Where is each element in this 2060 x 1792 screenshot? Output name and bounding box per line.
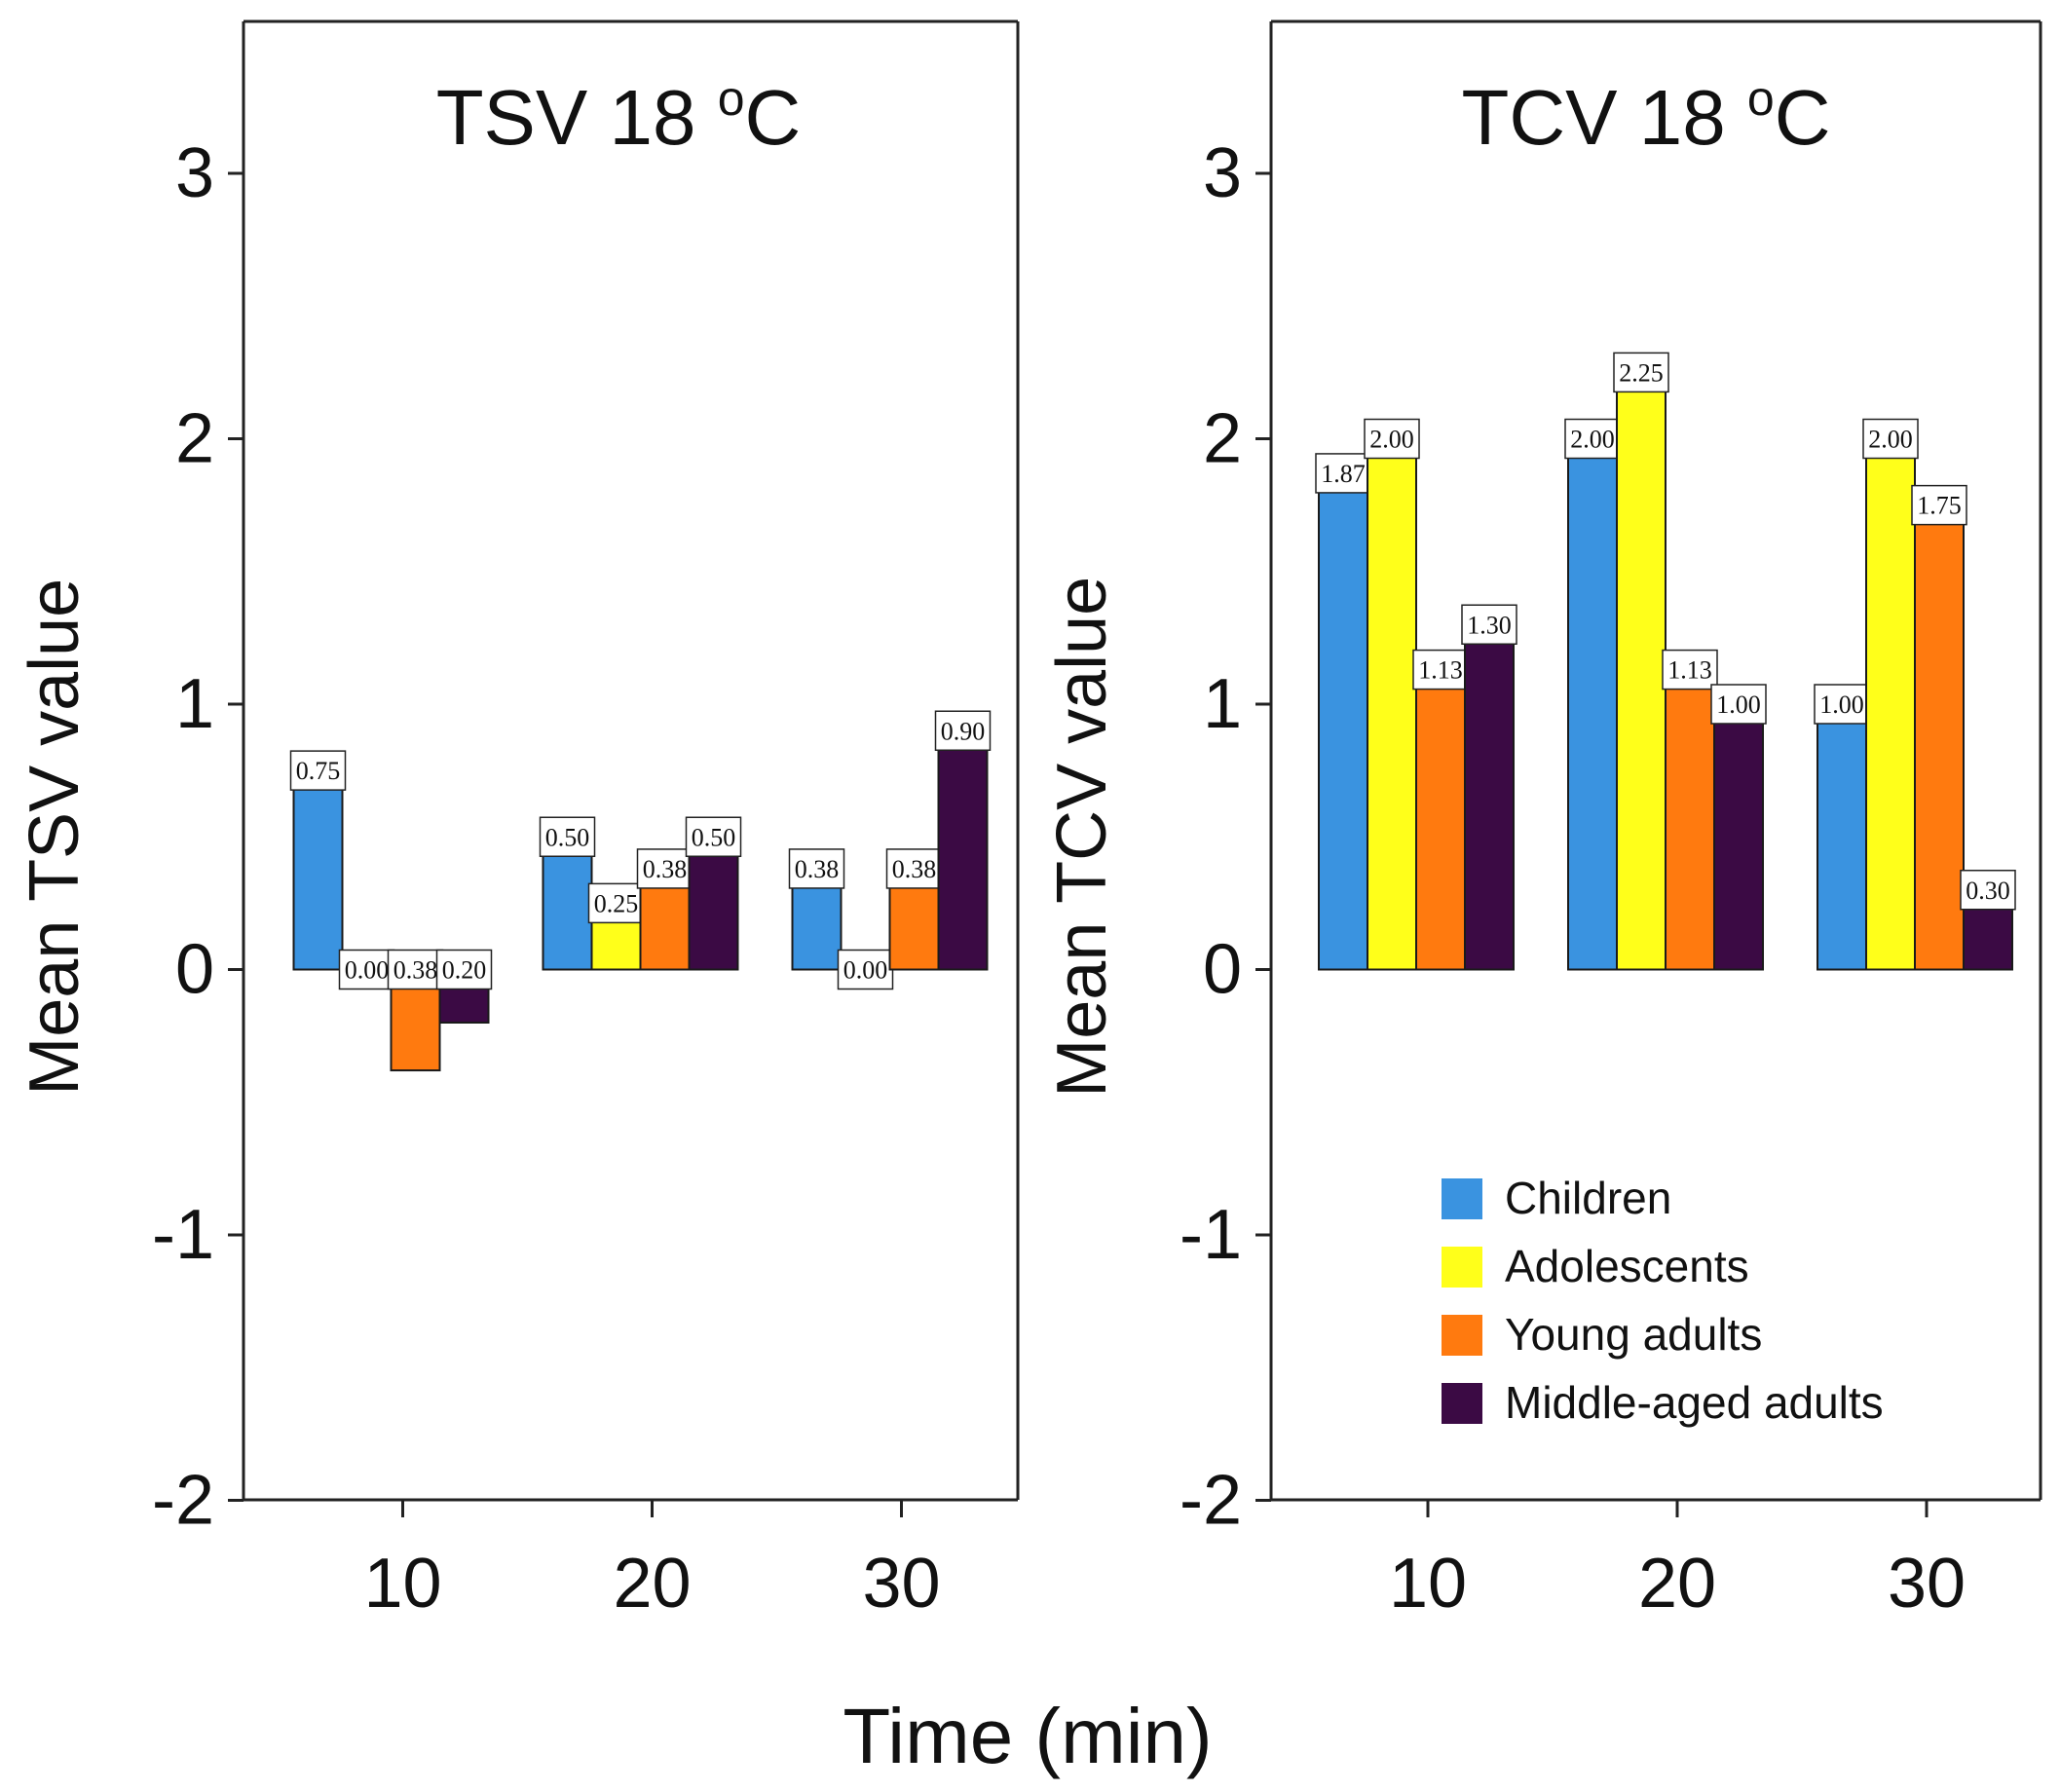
tsv-x-tick-label: 30	[862, 1545, 940, 1623]
tcv-data-label: 0.30	[1966, 877, 2010, 905]
tsv-y-axis-title: Mean TSV value	[16, 579, 94, 1096]
tsv-data-label-box	[289, 750, 347, 791]
legend-label: Young adults	[1505, 1309, 1762, 1360]
tcv-title: TCV 18 oC	[1461, 71, 1830, 161]
tcv-data-label: 1.87	[1321, 460, 1366, 488]
tcv-data-label: 1.75	[1917, 492, 1962, 520]
legend: Children Adolescents Young adults Middle-ag…	[1442, 1173, 1884, 1428]
tsv-data-label: 0.50	[692, 823, 736, 851]
tcv-data-label-box	[1710, 684, 1767, 725]
tsv-data-label: 0.20	[442, 956, 487, 985]
tcv-y-tick-label: 1	[1203, 665, 1242, 743]
tsv-panel: TSV 18 oC -2 -1 0 1 2 3 Mean TSV value 10 0.75 0.0…	[16, 19, 1020, 1623]
tcv-y-tick-label: -2	[1180, 1462, 1242, 1540]
tsv-data-label-box	[837, 949, 894, 990]
tcv-data-label: 2.00	[1570, 426, 1615, 454]
tcv-bar	[1367, 437, 1417, 971]
tsv-y-tick-label: 0	[175, 931, 214, 1009]
tsv-data-label: 0.25	[594, 889, 639, 917]
tcv-data-label: 1.00	[1716, 691, 1761, 719]
tcv-bar	[1713, 703, 1764, 971]
tcv-data-label-box	[1564, 418, 1621, 460]
legend-swatch	[1442, 1383, 1482, 1424]
tcv-data-label-box	[1315, 453, 1371, 494]
tcv-bar	[1817, 703, 1867, 971]
tsv-title: TSV 18 oC	[436, 71, 802, 161]
tsv-data-label: 0.38	[892, 855, 937, 883]
tsv-data-label-box	[435, 949, 493, 990]
tcv-data-label: 2.00	[1868, 426, 1913, 454]
tsv-data-label: 0.00	[345, 956, 390, 985]
tsv-data-label-box	[934, 710, 992, 751]
tcv-y-axis-title: Mean TCV value	[1043, 577, 1121, 1098]
tsv-y-tick-label: 2	[175, 400, 214, 478]
tcv-data-label: 1.13	[1667, 656, 1712, 685]
tsv-y-tick-label: 3	[175, 134, 214, 212]
tsv-y-tick-label: -1	[152, 1196, 214, 1274]
tsv-data-label-box	[587, 882, 645, 924]
tsv-data-label: 0.00	[843, 956, 888, 985]
tsv-bar	[542, 836, 593, 971]
tsv-data-label: 0.75	[296, 757, 341, 785]
tsv-data-label: 0.38	[643, 855, 688, 883]
tcv-data-label-box	[1662, 649, 1718, 691]
tsv-data-label: 0.38	[795, 855, 840, 883]
tcv-data-label-box	[1911, 484, 1967, 526]
tsv-y-tick-label: 1	[175, 665, 214, 743]
legend-swatch	[1442, 1315, 1482, 1356]
legend-label: Middle-aged adults	[1505, 1377, 1884, 1428]
tcv-data-label: 1.13	[1418, 656, 1463, 685]
tcv-data-label-box	[1960, 870, 2016, 911]
tcv-bar	[1318, 471, 1368, 971]
tcv-x-tick-label: 20	[1638, 1545, 1716, 1623]
tcv-y-tick-label: 3	[1203, 134, 1242, 212]
tcv-bar	[1665, 668, 1715, 971]
tcv-bar	[1415, 668, 1466, 971]
tsv-y-tick-label: -2	[152, 1462, 214, 1540]
tcv-data-label-box	[1364, 418, 1420, 460]
tcv-data-label-box	[1613, 352, 1669, 393]
tcv-data-label: 1.00	[1819, 691, 1864, 719]
tsv-data-label-box	[338, 949, 395, 990]
tsv-x-tick-label: 20	[613, 1545, 691, 1623]
legend-swatch	[1442, 1178, 1482, 1219]
tsv-bar	[937, 729, 989, 971]
tsv-data-label: 0.38	[393, 956, 438, 985]
tcv-bar	[1616, 371, 1667, 971]
x-axis-title: Time (min)	[843, 1693, 1212, 1779]
legend-label: Children	[1505, 1173, 1671, 1223]
tcv-data-label-box	[1412, 649, 1469, 691]
tcv-data-label: 2.00	[1369, 426, 1414, 454]
legend-label: Adolescents	[1505, 1241, 1749, 1291]
tcv-x-tick-label: 10	[1389, 1545, 1467, 1623]
tsv-data-label: 0.90	[941, 717, 986, 745]
tsv-x-tick-label: 10	[363, 1545, 441, 1623]
tcv-data-label-box	[1461, 604, 1517, 645]
tcv-bar	[1567, 437, 1618, 971]
tsv-data-label-box	[636, 848, 693, 889]
tcv-data-label: 2.25	[1619, 358, 1664, 387]
tcv-data-label-box	[1862, 418, 1919, 460]
tsv-data-label-box	[539, 816, 596, 857]
tcv-bar	[1914, 504, 1965, 971]
tsv-data-label-box	[387, 949, 444, 990]
tcv-y-tick-label: -1	[1180, 1196, 1242, 1274]
tcv-y-tick-label: 0	[1203, 931, 1242, 1009]
tsv-data-label-box	[685, 816, 742, 857]
tsv-data-label-box	[788, 848, 845, 889]
tcv-x-tick-label: 30	[1888, 1545, 1966, 1623]
tcv-y-tick-label: 2	[1203, 400, 1242, 478]
tsv-data-label: 0.50	[545, 823, 590, 851]
tcv-data-label: 1.30	[1467, 611, 1512, 639]
legend-swatch	[1442, 1247, 1482, 1288]
tcv-bar	[1464, 623, 1515, 971]
tcv-bar	[1865, 437, 1916, 971]
tsv-bar	[292, 769, 344, 971]
